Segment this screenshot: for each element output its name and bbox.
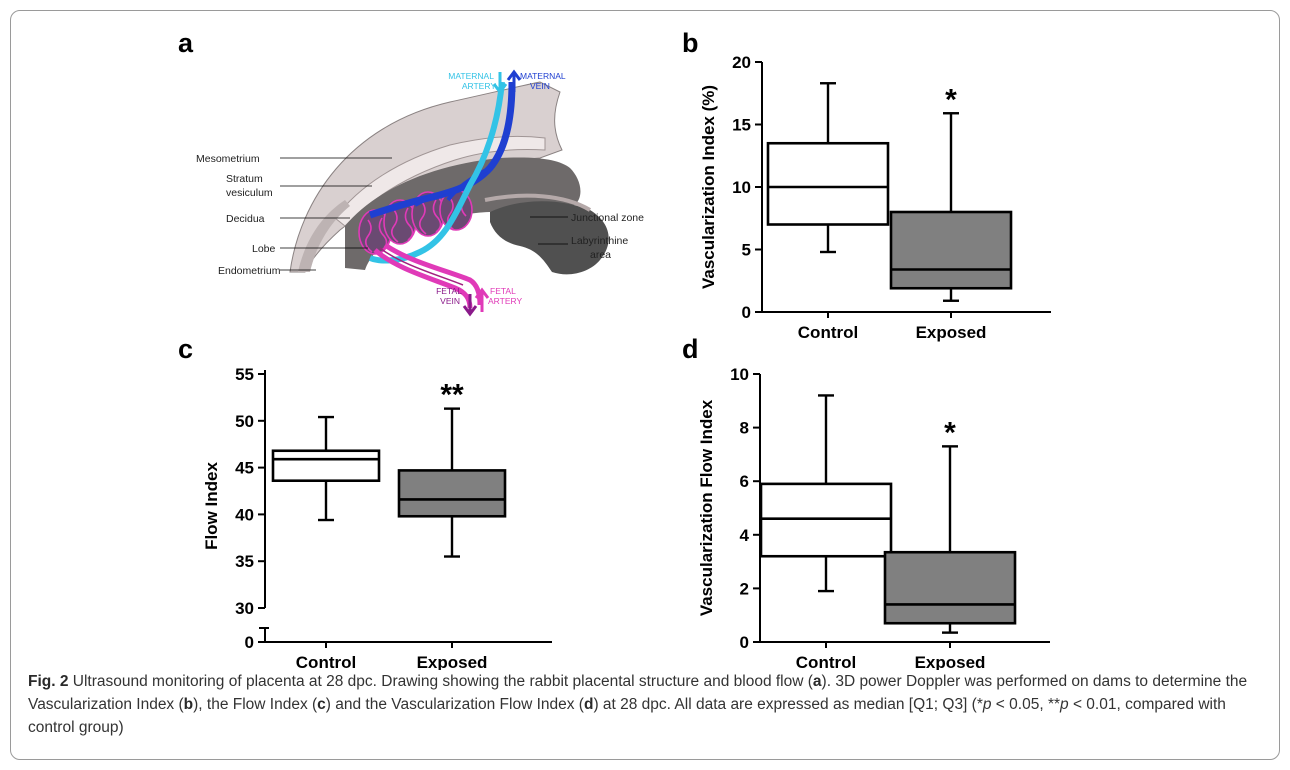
caption-p-2: p <box>1060 696 1069 713</box>
x-tick-label: Control <box>798 323 858 342</box>
caption-ref-a: a <box>812 673 822 690</box>
caption-text-2: ). 3D power Doppler was performed on dam… <box>28 673 1248 713</box>
x-tick-label: Control <box>296 653 356 670</box>
box-iqr <box>271 449 381 483</box>
y-tick-label: 2 <box>740 579 749 598</box>
chart-c: 0 30 35 40 45 50 55 Flow Index Control Exposed ** <box>202 365 552 670</box>
x-tick-label: Exposed <box>916 323 987 342</box>
label-maternal-artery: MATERNAL ARTERY <box>448 71 496 91</box>
caption-ref-d: d <box>583 696 594 713</box>
labyrinth-tissue <box>490 201 609 275</box>
label-junctional-zone: Junctional zone <box>571 212 644 224</box>
panel-d-letter: d <box>682 334 699 364</box>
y-tick-label: 20 <box>732 53 751 72</box>
y-tick-label: 4 <box>740 526 750 545</box>
placenta-illustration <box>289 69 609 317</box>
box-iqr <box>397 469 507 518</box>
fetal-vessels-outline <box>379 247 464 286</box>
caption-text-6: < 0.05, ** <box>991 696 1061 713</box>
caption-fig-label: Fig. 2 <box>28 673 69 690</box>
box-iqr <box>889 210 1013 290</box>
maternal-vein-arrow-icon <box>506 69 522 92</box>
maternal-vein-branch <box>413 166 491 207</box>
figure-canvas: a <box>178 28 1051 670</box>
panel-c-letter: c <box>178 334 193 364</box>
y-axis-label: Flow Index <box>202 462 221 550</box>
significance-marker: ** <box>440 379 464 412</box>
significance-marker: * <box>945 83 957 116</box>
y-tick-label: 5 <box>742 241 751 260</box>
y-tick-label: 10 <box>730 365 749 384</box>
label-decidua: Decidua <box>226 213 265 225</box>
label-mesometrium: Mesometrium <box>196 153 260 165</box>
y-tick-label: 0 <box>245 633 254 652</box>
y-tick-label: 8 <box>740 419 749 438</box>
x-tick-label: Exposed <box>417 653 488 670</box>
y-axis-label: Vascularization Flow Index <box>697 399 716 616</box>
label-area: area <box>590 249 611 261</box>
figure-caption: Fig. 2 Ultrasound monitoring of placenta… <box>28 670 1273 739</box>
anatomy-leaders <box>280 157 568 271</box>
caption-ref-b: b <box>183 696 194 713</box>
y-tick-label: 40 <box>235 505 254 524</box>
label-labyrinthine: Labyrinthine <box>571 235 628 247</box>
caption-text-1: Ultrasound monitoring of placenta at 28 … <box>68 673 813 690</box>
label-lobe: Lobe <box>252 243 276 255</box>
panel-a: a <box>178 28 644 317</box>
y-tick-label: 30 <box>235 599 254 618</box>
fetal-artery-arrow-icon <box>474 287 490 312</box>
label-vesiculum: vesiculum <box>226 187 273 199</box>
maternal-artery-arrow-icon <box>492 72 508 95</box>
y-tick-label: 10 <box>732 178 751 197</box>
y-tick-label: 50 <box>235 412 254 431</box>
y-tick-label: 0 <box>740 633 749 652</box>
chart-b: 0 5 10 15 20 Vascularization Index (%) Control… <box>699 53 1051 342</box>
box-iqr <box>759 482 893 558</box>
box-iqr <box>766 141 890 226</box>
maternal-artery-vessel <box>368 81 505 264</box>
caption-ref-c: c <box>317 696 326 713</box>
y-tick-label: 45 <box>235 459 254 478</box>
panel-a-letter: a <box>178 28 194 58</box>
y-tick-label: 15 <box>732 116 751 135</box>
label-maternal-vein: MATERNAL VEIN <box>520 71 568 91</box>
junctional-zone <box>484 193 592 212</box>
label-stratum: Stratum <box>226 173 263 185</box>
caption-text-3: ), the Flow Index ( <box>193 696 318 713</box>
y-tick-label: 0 <box>742 303 751 322</box>
panel-c: c 0 30 35 40 45 50 55 Flow Index Control Exposed *… <box>178 334 552 670</box>
y-tick-label: 6 <box>740 472 749 491</box>
x-tick-label: Exposed <box>915 653 986 670</box>
label-fetal-vein: FETAL VEIN <box>436 286 464 306</box>
chart-d: 0 2 4 6 8 10 Vascularization Flow Index Control… <box>697 365 1050 670</box>
caption-text-5: ) at 28 dpc. All data are expressed as m… <box>593 696 983 713</box>
caption-text-4: ) and the Vascularization Flow Index ( <box>325 696 584 713</box>
y-axis-label: Vascularization Index (%) <box>699 85 718 289</box>
stratum-band <box>334 135 546 227</box>
figure-frame <box>10 10 1280 760</box>
fetal-vein-arrow-icon <box>462 294 478 317</box>
y-tick-label: 35 <box>235 552 254 571</box>
box-iqr <box>883 550 1017 625</box>
panel-b-letter: b <box>682 28 699 58</box>
caption-text-7: < 0.01, compared with control group) <box>28 696 1226 736</box>
label-fetal-artery: FETAL ARTERY <box>488 286 523 306</box>
caption-p-1: p <box>982 696 992 713</box>
significance-marker: * <box>944 416 956 449</box>
label-endometrium: Endometrium <box>218 265 281 277</box>
panel-b: b 0 5 10 15 20 Vascularization Index (%) Contr… <box>682 28 1051 342</box>
x-tick-label: Control <box>796 653 856 670</box>
y-tick-label: 55 <box>235 365 254 384</box>
panel-d: d 0 2 4 6 8 10 Vascularization Flow Index Contr… <box>682 334 1050 670</box>
